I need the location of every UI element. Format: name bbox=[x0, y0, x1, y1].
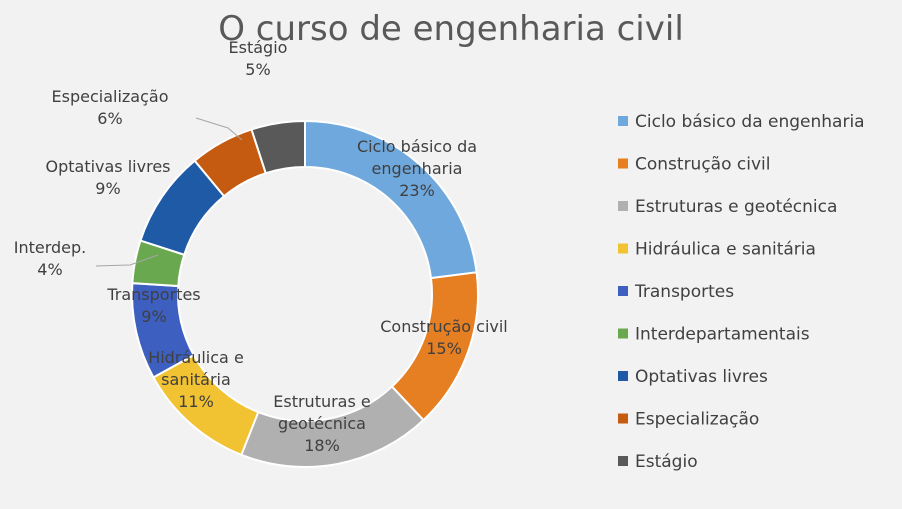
legend-label: Optativas livres bbox=[635, 367, 768, 387]
legend-label: Interdepartamentais bbox=[635, 325, 810, 345]
data-label-text: Hidráulica e bbox=[148, 348, 244, 367]
legend-swatch bbox=[618, 201, 628, 211]
legend-item-optativas-livres: Optativas livres bbox=[618, 367, 768, 387]
data-label-value: 23% bbox=[399, 181, 435, 200]
legend-label: Ciclo básico da engenharia bbox=[635, 112, 865, 132]
legend-item-transportes: Transportes bbox=[618, 282, 734, 302]
legend-item-especializacao: Especialização bbox=[618, 410, 759, 430]
legend-swatch bbox=[618, 158, 628, 169]
leader-lines bbox=[95, 117, 243, 267]
legend: Ciclo básico da engenharia Construção civ… bbox=[618, 112, 865, 472]
data-label-value: 6% bbox=[97, 109, 122, 128]
legend-label: Estágio bbox=[635, 452, 698, 472]
data-label-interdepartamentais: Interdep. 4% bbox=[14, 238, 87, 279]
legend-item-estruturas-e-geotecnica: Estruturas e geotécnica bbox=[618, 197, 837, 217]
data-label-text: Optativas livres bbox=[45, 157, 170, 176]
leader-line-especializacao bbox=[195, 117, 243, 141]
data-label-text: engenharia bbox=[372, 159, 463, 178]
data-label-transportes: Transportes 9% bbox=[106, 285, 200, 326]
data-label-value: 9% bbox=[141, 307, 166, 326]
data-label-optativas-livres: Optativas livres 9% bbox=[45, 157, 170, 198]
data-label-value: 5% bbox=[245, 60, 270, 79]
legend-label: Especialização bbox=[635, 410, 759, 430]
data-label-text: geotécnica bbox=[278, 414, 366, 433]
data-label-text: Estruturas e bbox=[273, 392, 371, 411]
legend-item-ciclo-basico-da-engenharia: Ciclo básico da engenharia bbox=[618, 112, 865, 132]
data-label-value: 11% bbox=[178, 392, 214, 411]
data-label-ciclo-basico-da-engenharia: Ciclo básico da engenharia 23% bbox=[357, 137, 477, 200]
data-label-text: Interdep. bbox=[14, 238, 87, 257]
leader-line-interdepartamentais bbox=[95, 254, 159, 267]
data-label-text: Especialização bbox=[52, 87, 169, 106]
data-label-text: Construção civil bbox=[380, 317, 508, 336]
legend-swatch bbox=[618, 116, 628, 126]
legend-label: Estruturas e geotécnica bbox=[635, 197, 837, 217]
data-label-hidraulica-e-sanitaria: Hidráulica e sanitária 11% bbox=[148, 348, 244, 411]
data-label-text: sanitária bbox=[161, 370, 231, 389]
legend-label: Construção civil bbox=[635, 155, 770, 175]
data-label-value: 18% bbox=[304, 436, 340, 455]
slices-group bbox=[131, 119, 479, 468]
data-label-construcao-civil: Construção civil 15% bbox=[380, 317, 508, 358]
data-label-estagio: Estágio 5% bbox=[229, 38, 288, 79]
data-label-estruturas-e-geotecnica: Estruturas e geotécnica 18% bbox=[273, 392, 371, 455]
legend-item-estagio: Estágio bbox=[618, 452, 698, 472]
legend-swatch bbox=[618, 371, 628, 381]
slice-labels: Ciclo básico da engenharia 23% Construção c… bbox=[14, 38, 508, 455]
legend-swatch bbox=[618, 413, 628, 424]
data-label-value: 15% bbox=[426, 339, 462, 358]
data-label-especializacao: Especialização 6% bbox=[52, 87, 169, 128]
legend-swatch bbox=[618, 286, 628, 296]
data-label-value: 4% bbox=[37, 260, 62, 279]
slice-estagio bbox=[250, 119, 306, 175]
data-label-text: Transportes bbox=[106, 285, 200, 304]
legend-swatch bbox=[618, 243, 628, 254]
legend-item-interdepartamentais: Interdepartamentais bbox=[618, 325, 810, 345]
data-label-text: Ciclo básico da bbox=[357, 137, 477, 156]
legend-item-construcao-civil: Construção civil bbox=[618, 155, 770, 175]
legend-item-hidraulica-e-sanitaria: Hidráulica e sanitária bbox=[618, 240, 816, 260]
legend-label: Transportes bbox=[634, 282, 734, 302]
legend-label: Hidráulica e sanitária bbox=[635, 240, 816, 260]
chart-title: O curso de engenharia civil bbox=[218, 9, 684, 49]
data-label-value: 9% bbox=[95, 179, 120, 198]
legend-swatch bbox=[618, 328, 628, 339]
data-label-text: Estágio bbox=[229, 38, 288, 57]
legend-swatch bbox=[618, 456, 628, 466]
